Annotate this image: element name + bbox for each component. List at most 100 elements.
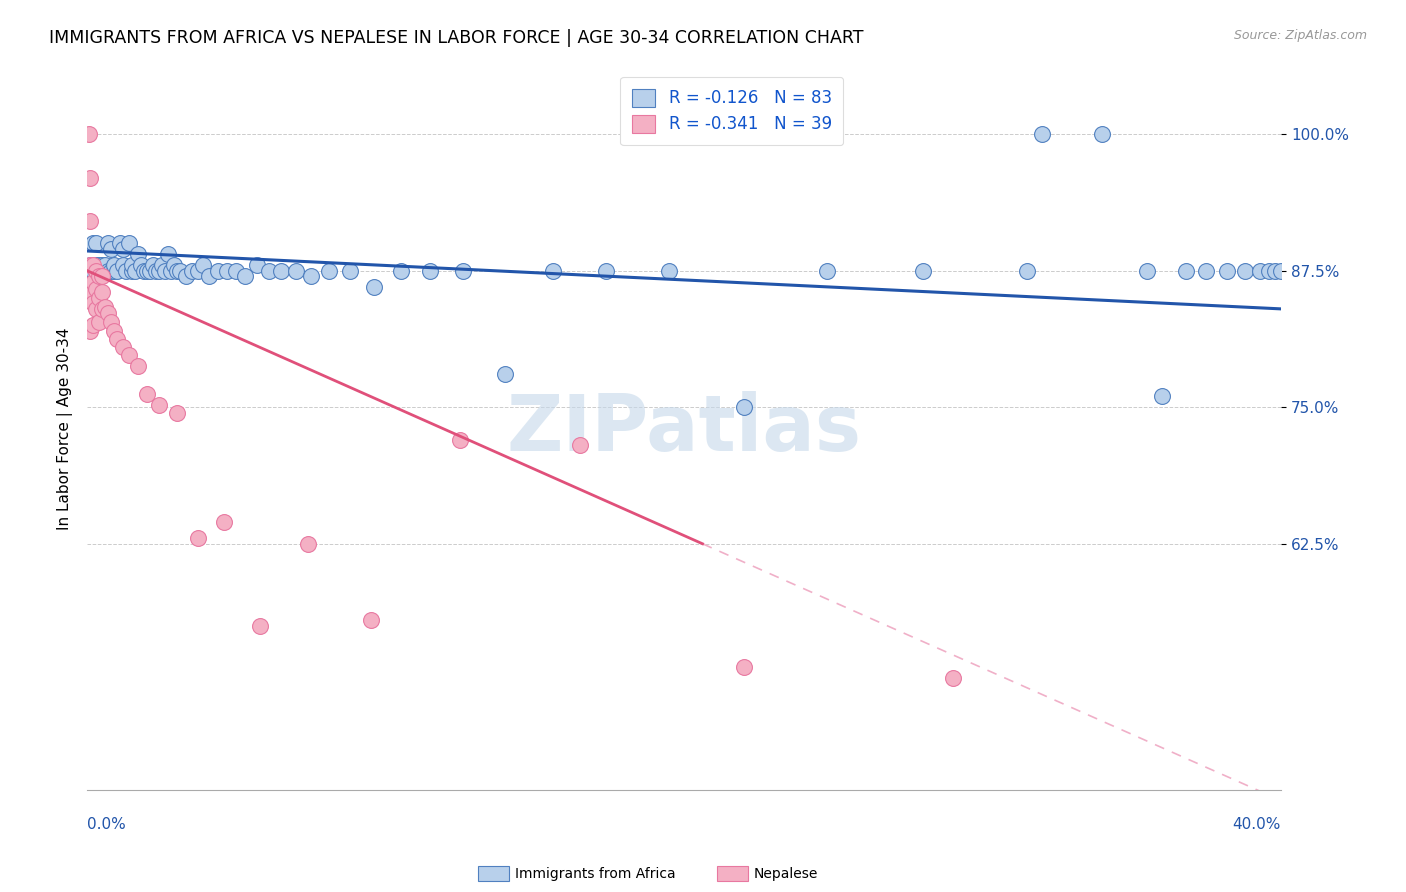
Point: [82, 296, 104, 310]
Point: [121, 258, 143, 272]
Point: [84, 258, 107, 272]
Point: [84, 263, 107, 277]
Point: [299, 269, 322, 284]
Point: [1017, 263, 1039, 277]
Point: [87, 258, 110, 272]
Point: [162, 258, 184, 272]
Point: [135, 387, 157, 401]
Point: [733, 401, 755, 415]
Point: [94, 300, 117, 314]
Point: [198, 269, 221, 284]
Point: [87, 315, 110, 329]
Point: [91, 269, 114, 284]
Point: [285, 263, 308, 277]
Point: [1216, 263, 1239, 277]
Point: [1150, 389, 1173, 403]
Point: [91, 285, 114, 300]
Point: [249, 618, 271, 632]
Point: [246, 258, 269, 272]
Point: [97, 306, 120, 320]
Point: [449, 433, 471, 447]
Point: [142, 258, 165, 272]
Point: [156, 247, 179, 261]
Point: [166, 406, 188, 420]
Point: [82, 236, 104, 251]
Point: [1091, 127, 1114, 141]
Point: [595, 263, 617, 277]
Point: [91, 263, 114, 277]
Point: [100, 315, 122, 329]
Point: [568, 438, 591, 452]
Point: [132, 263, 155, 277]
Point: [1234, 263, 1257, 277]
Point: [129, 258, 152, 272]
Point: [233, 269, 256, 284]
Point: [451, 263, 474, 277]
Text: IMMIGRANTS FROM AFRICA VS NEPALESE IN LABOR FORCE | AGE 30-34 CORRELATION CHART: IMMIGRANTS FROM AFRICA VS NEPALESE IN LA…: [49, 29, 863, 46]
Point: [1174, 263, 1197, 277]
Point: [79, 214, 101, 228]
Point: [150, 258, 173, 272]
Point: [214, 515, 236, 529]
Point: [127, 359, 149, 373]
Point: [105, 263, 128, 277]
Point: [87, 269, 110, 284]
Point: [115, 263, 138, 277]
Text: 0.0%: 0.0%: [87, 817, 125, 832]
Point: [124, 263, 146, 277]
Point: [174, 269, 197, 284]
Point: [139, 263, 162, 277]
Point: [118, 236, 141, 251]
Point: [541, 263, 564, 277]
Point: [911, 263, 934, 277]
Point: [91, 301, 114, 316]
Point: [153, 263, 176, 277]
Point: [494, 368, 516, 382]
Point: [82, 275, 104, 289]
Point: [658, 263, 681, 277]
Point: [1195, 263, 1218, 277]
Point: [297, 537, 319, 551]
Point: [193, 258, 215, 272]
Point: [97, 236, 120, 251]
Point: [84, 263, 107, 277]
Point: [79, 285, 101, 300]
Point: [166, 263, 188, 277]
Point: [100, 263, 122, 277]
Text: Nepalese: Nepalese: [754, 867, 818, 881]
Point: [84, 282, 107, 296]
Point: [84, 301, 107, 316]
Point: [111, 340, 134, 354]
Point: [225, 263, 247, 277]
Legend: R = -0.126   N = 83, R = -0.341   N = 39: R = -0.126 N = 83, R = -0.341 N = 39: [620, 77, 844, 145]
Point: [180, 263, 202, 277]
Point: [207, 263, 229, 277]
Point: [318, 263, 340, 277]
Point: [363, 280, 385, 294]
Point: [339, 263, 361, 277]
Text: ZIPatlas: ZIPatlas: [506, 391, 862, 467]
Point: [108, 236, 131, 251]
Point: [84, 236, 107, 251]
Point: [815, 263, 838, 277]
Point: [94, 258, 117, 272]
Point: [159, 263, 181, 277]
Point: [87, 263, 110, 277]
Point: [148, 398, 170, 412]
Point: [270, 263, 292, 277]
Point: [77, 127, 100, 141]
Point: [79, 258, 101, 272]
Point: [169, 263, 191, 277]
Point: [111, 242, 134, 256]
Point: [82, 263, 104, 277]
Point: [103, 258, 125, 272]
Point: [91, 258, 114, 272]
Point: [79, 258, 101, 272]
Point: [127, 247, 149, 261]
Point: [145, 263, 167, 277]
Point: [100, 242, 122, 256]
Point: [118, 348, 141, 362]
Point: [135, 263, 157, 277]
Point: [82, 318, 104, 333]
Point: [148, 263, 170, 277]
